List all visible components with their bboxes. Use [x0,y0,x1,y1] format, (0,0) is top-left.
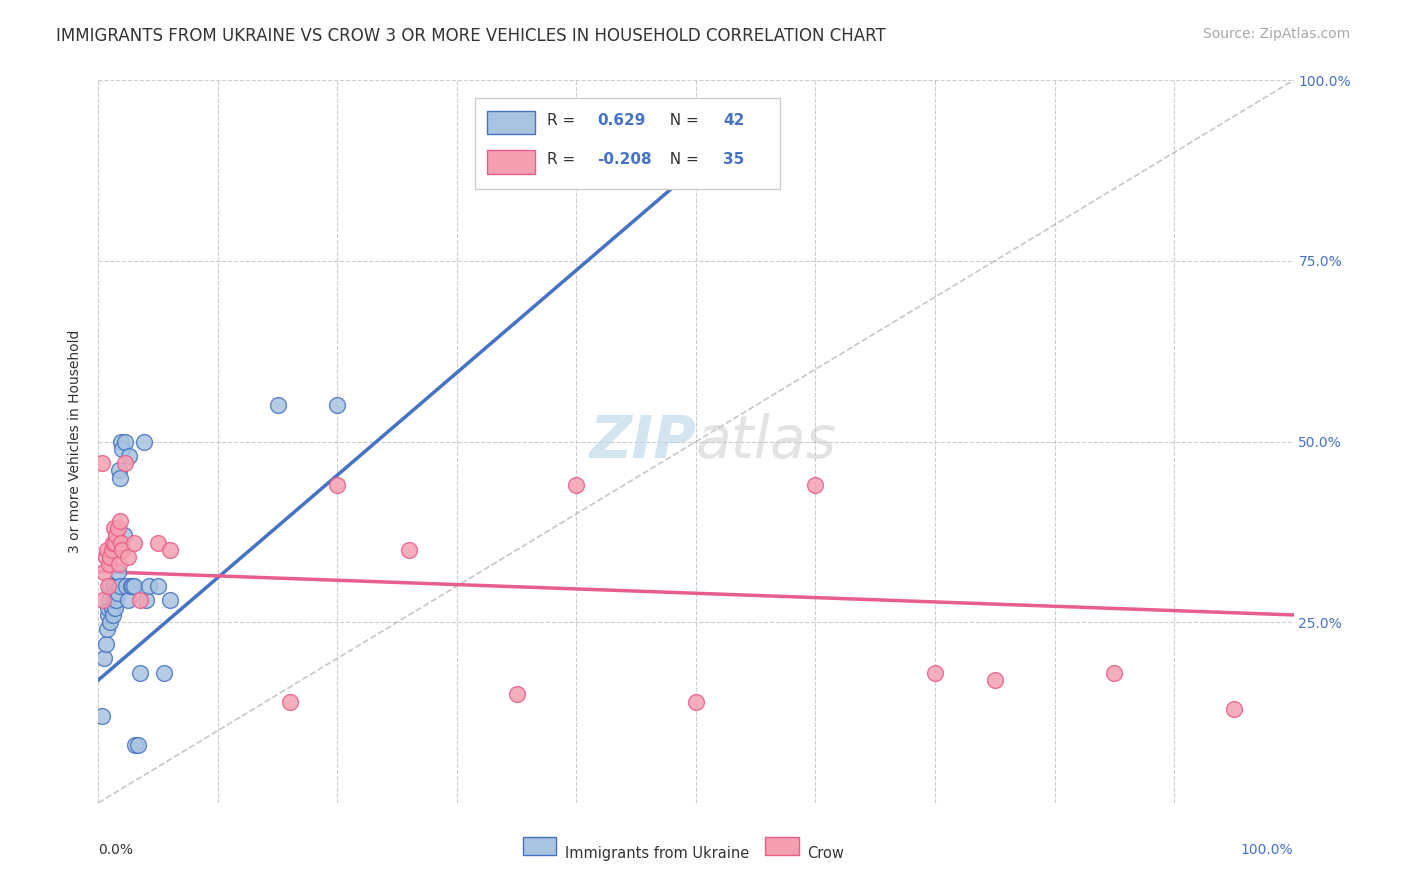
Point [278,695,301,709]
Text: Immigrants from Ukraine: Immigrants from Ukraine [565,847,749,861]
Point [108,470,131,484]
Point [124,579,146,593]
Text: N =: N = [661,112,704,128]
Text: 0.629: 0.629 [596,112,645,128]
Text: Crow: Crow [807,847,844,861]
Point [124,738,146,752]
Point [118,449,141,463]
Point [124,535,146,549]
Point [107,586,129,600]
Point [110,535,132,549]
Text: 42: 42 [724,112,745,128]
Point [117,550,139,565]
Point [267,398,290,412]
Point [159,542,181,557]
Text: R =: R = [547,153,579,168]
Point [105,528,128,542]
Point [103,593,125,607]
Point [104,586,127,600]
Point [98,615,122,630]
Point [98,558,121,572]
FancyBboxPatch shape [523,838,557,855]
Point [135,593,157,607]
Point [98,579,122,593]
Point [804,478,827,492]
Point [115,579,138,593]
Point [120,579,142,593]
Point [98,593,121,607]
Point [107,463,129,477]
FancyBboxPatch shape [486,111,534,135]
Point [96,542,118,557]
FancyBboxPatch shape [486,151,534,174]
Point [984,673,1007,687]
Point [107,521,129,535]
Point [111,542,134,557]
Point [100,600,122,615]
Point [91,709,114,723]
Point [121,579,143,593]
Point [110,434,132,449]
Point [91,456,114,470]
Point [94,550,117,565]
Point [685,695,707,709]
Text: ZIP: ZIP [589,413,696,470]
Text: 100.0%: 100.0% [1241,843,1294,856]
Text: 0.0%: 0.0% [98,843,134,856]
Point [112,528,135,542]
Point [104,600,127,615]
Point [129,665,152,680]
Point [153,665,176,680]
Point [326,478,349,492]
Point [107,565,129,579]
Point [506,687,529,701]
Point [103,579,125,593]
Point [107,558,129,572]
Text: R =: R = [547,112,579,128]
Point [108,579,131,593]
Point [924,665,946,680]
Point [100,542,122,557]
Point [148,579,170,593]
Point [103,521,125,535]
Point [326,398,349,412]
Text: N =: N = [661,153,704,168]
Point [96,623,118,637]
Point [93,651,115,665]
Point [138,579,160,593]
Point [117,593,139,607]
Point [127,738,149,752]
Text: atlas: atlas [696,413,837,470]
Point [148,535,170,549]
Text: IMMIGRANTS FROM UKRAINE VS CROW 3 OR MORE VEHICLES IN HOUSEHOLD CORRELATION CHAR: IMMIGRANTS FROM UKRAINE VS CROW 3 OR MOR… [56,27,886,45]
Point [132,434,155,449]
Point [97,607,120,622]
Point [108,514,131,528]
Point [114,456,136,470]
Point [104,535,127,549]
Point [1223,702,1246,716]
FancyBboxPatch shape [475,98,780,189]
Point [91,593,114,607]
Point [93,565,115,579]
Point [94,637,117,651]
Point [114,434,136,449]
Point [565,478,588,492]
Text: -0.208: -0.208 [596,153,651,168]
Y-axis label: 3 or more Vehicles in Household: 3 or more Vehicles in Household [69,330,83,553]
Point [101,607,124,622]
FancyBboxPatch shape [765,838,799,855]
Point [1104,665,1126,680]
Point [398,542,420,557]
Point [97,579,120,593]
Point [105,593,128,607]
Point [159,593,181,607]
Text: Source: ZipAtlas.com: Source: ZipAtlas.com [1202,27,1350,41]
Text: 35: 35 [724,153,745,168]
Point [129,593,152,607]
Point [111,442,134,456]
Point [101,535,124,549]
Point [97,600,120,615]
Point [98,550,122,565]
